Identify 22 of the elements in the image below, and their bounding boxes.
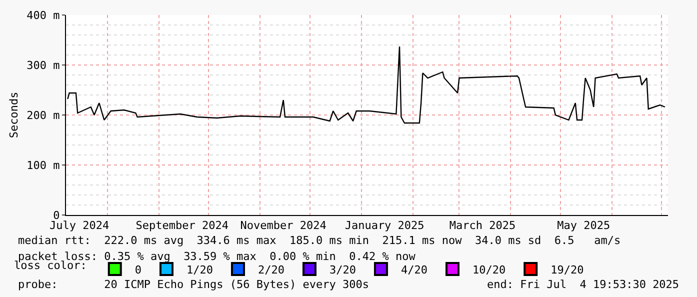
y-axis-title: Seconds bbox=[7, 92, 20, 138]
y-tick-label: 200 m bbox=[26, 108, 60, 122]
x-tick-label: March 2025 bbox=[449, 219, 516, 232]
legend-label: 10/20 bbox=[472, 263, 506, 276]
x-tick-label: July 2024 bbox=[49, 219, 110, 232]
text: median rtt: 222.0 ms avg 334.6 ms max 185.0 ms min 215.1 ms now 34.0 ms sd 6.5 am/s bbox=[18, 234, 621, 247]
x-tick-label: January 2025 bbox=[344, 219, 424, 232]
y-tick-label: 100 m bbox=[26, 158, 60, 172]
x-tick-label: September 2024 bbox=[136, 219, 229, 232]
legend-label: 1/20 bbox=[186, 263, 213, 276]
legend-label: 0 bbox=[134, 263, 142, 276]
y-tick-label: 300 m bbox=[26, 58, 60, 72]
text: end: Fri Jul 4 19:53:30 2025 bbox=[487, 278, 680, 291]
legend-label: 19/20 bbox=[550, 263, 584, 276]
legend-label: 4/20 bbox=[400, 263, 428, 276]
legend-label: 2/20 bbox=[258, 263, 284, 276]
y-tick-label: 0 bbox=[53, 208, 60, 222]
legend-label: 3/20 bbox=[329, 263, 356, 276]
x-tick-label: May 2025 bbox=[557, 219, 610, 232]
y-tick-label: 400 m bbox=[26, 8, 60, 22]
x-tick-label: November 2024 bbox=[240, 219, 327, 232]
text: probe: 20 ICMP Echo Pings (56 Bytes) every 300s bbox=[18, 278, 369, 291]
